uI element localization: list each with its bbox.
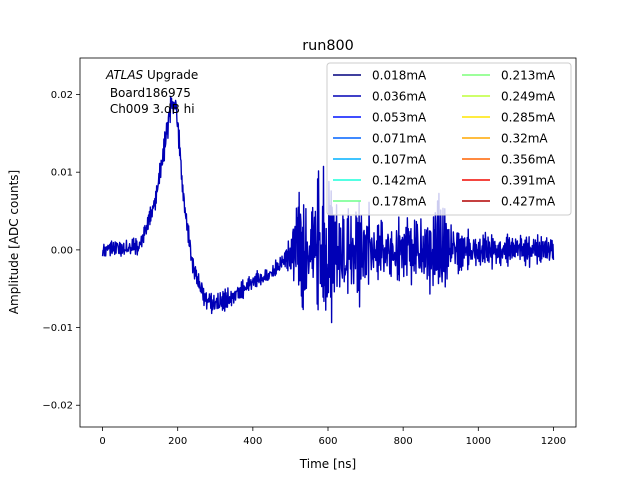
legend-label: 0.213mA	[501, 69, 556, 83]
legend-entry: 0.213mA	[462, 69, 556, 83]
x-tick-label: 800	[394, 436, 413, 447]
legend-label: 0.391mA	[501, 174, 556, 188]
legend-entry: 0.249mA	[462, 90, 556, 104]
y-tick-label: −0.02	[42, 401, 73, 412]
legend-label: 0.178mA	[372, 195, 427, 209]
annotation-atlas: ATLAS	[105, 68, 144, 82]
legend-entry: 0.178mA	[333, 195, 427, 209]
legend: 0.018mA 0.036mA 0.053mA 0.071mA 0.107mA 0.142…	[326, 62, 572, 216]
legend-label: 0.356mA	[501, 153, 556, 167]
y-axis: −0.02 −0.01 0.00 0.01 0.02	[42, 90, 80, 412]
legend-entry: 0.32mA	[462, 132, 548, 146]
legend-entry: 0.285mA	[462, 111, 556, 125]
x-tick-label: 200	[168, 436, 187, 447]
y-tick-label: 0.01	[51, 168, 73, 179]
legend-entry: 0.018mA	[333, 69, 427, 83]
legend-label: 0.107mA	[372, 153, 427, 167]
series-layer	[101, 95, 555, 324]
legend-label: 0.036mA	[372, 90, 427, 104]
legend-entry: 0.053mA	[333, 111, 427, 125]
legend-label: 0.071mA	[372, 132, 427, 146]
legend-label: 0.285mA	[501, 111, 556, 125]
x-tick-label: 0	[99, 436, 105, 447]
legend-label: 0.018mA	[372, 69, 427, 83]
legend-entries: 0.018mA 0.036mA 0.053mA 0.071mA 0.107mA 0.142…	[333, 69, 556, 209]
legend-entry: 0.036mA	[333, 90, 427, 104]
legend-label: 0.053mA	[372, 111, 427, 125]
legend-entry: 0.427mA	[462, 195, 556, 209]
legend-entry: 0.391mA	[462, 174, 556, 188]
legend-label: 0.32mA	[501, 132, 548, 146]
legend-label: 0.249mA	[501, 90, 556, 104]
legend-entry: 0.356mA	[462, 153, 556, 167]
legend-entry: 0.142mA	[333, 174, 427, 188]
annotation-upgrade: Upgrade	[143, 68, 198, 82]
legend-entry: 0.107mA	[333, 153, 427, 167]
annotation-line-3: Ch009 3.dB hi	[106, 102, 195, 116]
y-tick-label: 0.02	[51, 90, 73, 101]
series-line	[101, 95, 555, 324]
x-tick-label: 1000	[466, 436, 491, 447]
x-tick-label: 400	[243, 436, 262, 447]
y-tick-label: 0.00	[51, 245, 73, 256]
x-axis-label: Time [ns]	[299, 457, 356, 471]
legend-frame	[326, 62, 572, 216]
x-axis: 0 200 400 600 800 1000 1200	[99, 427, 566, 447]
legend-label: 0.427mA	[501, 195, 556, 209]
chart-title: run800	[302, 38, 354, 54]
y-axis-label: Amplitude [ADC counts]	[7, 170, 21, 314]
x-tick-label: 1200	[541, 436, 566, 447]
legend-entry: 0.071mA	[333, 132, 427, 146]
x-tick-label: 600	[318, 436, 337, 447]
y-tick-label: −0.01	[42, 323, 73, 334]
annotation: ATLAS Upgrade Board186975 Ch009 3.dB hi	[105, 68, 198, 116]
legend-label: 0.142mA	[372, 174, 427, 188]
annotation-line-2: Board186975	[106, 86, 191, 100]
annotation-line-1: ATLAS Upgrade	[105, 68, 198, 82]
